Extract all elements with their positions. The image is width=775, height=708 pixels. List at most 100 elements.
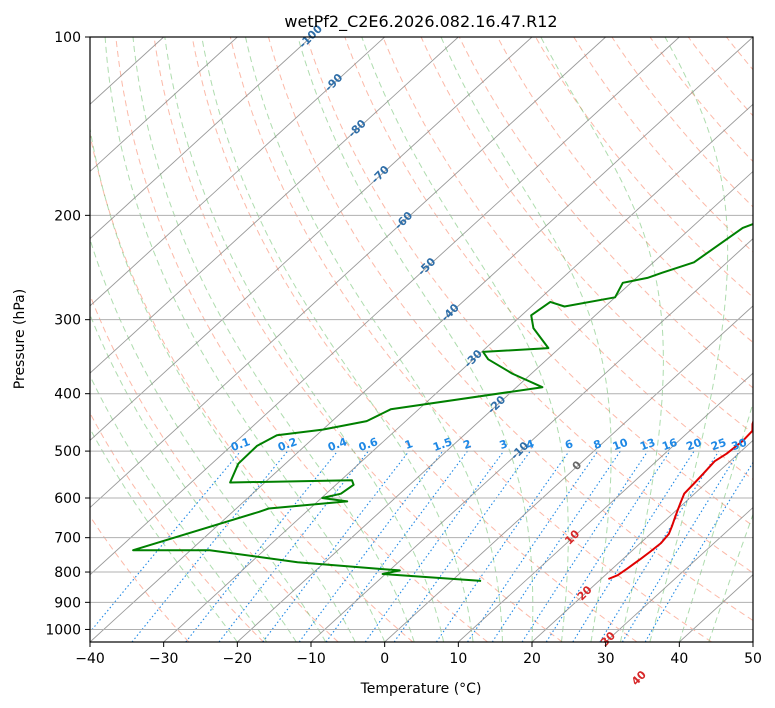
x-tick-label: −30 <box>149 651 179 667</box>
y-tick-label: 900 <box>54 595 81 611</box>
y-tick-label: 400 <box>54 387 81 403</box>
isotherm-line <box>90 37 312 240</box>
isotherm-line <box>237 170 753 642</box>
dry-adiabat <box>458 37 753 389</box>
moist-adiabat <box>540 37 664 642</box>
mixing-ratio-label: 6 <box>563 437 575 452</box>
mixing-ratio-label: 20 <box>685 436 704 454</box>
y-tick-label: 600 <box>54 491 81 507</box>
dry-adiabat <box>649 37 753 163</box>
moist-adiabat <box>90 313 297 642</box>
y-tick-label: 500 <box>54 444 81 460</box>
isotherm-line <box>90 37 385 307</box>
x-tick-label: 20 <box>523 651 541 667</box>
dewpoint-profile-line <box>132 222 753 582</box>
mixing-ratio-line <box>521 450 649 642</box>
isotherm-line <box>90 37 238 173</box>
mixing-ratio-label: 0.2 <box>276 435 299 454</box>
dry-adiabat <box>268 37 753 622</box>
isotherm-line <box>90 37 533 441</box>
moist-adiabat <box>297 37 534 642</box>
isotherm-line <box>90 37 459 374</box>
x-tick-label: −20 <box>223 651 253 667</box>
moist-adiabat <box>90 374 268 642</box>
isotherm-line <box>163 103 753 642</box>
dry-adiabat <box>153 37 563 642</box>
moist-adiabat <box>90 237 327 642</box>
moist-adiabat <box>104 37 386 642</box>
x-tick-label: 30 <box>597 651 615 667</box>
temperature-profile-line <box>608 419 753 580</box>
mixing-ratio-label: 10 <box>611 436 630 454</box>
moist-adiabat <box>90 125 356 642</box>
mixing-ratio-label: 3 <box>498 437 510 452</box>
moist-adiabat <box>361 37 569 642</box>
y-tick-label: 100 <box>54 30 81 46</box>
mixing-ratio-line <box>262 450 410 642</box>
y-tick-label: 1000 <box>45 622 81 638</box>
dry-adiabat <box>765 37 775 642</box>
dry-adiabat <box>611 37 753 208</box>
y-tick-label: 700 <box>54 531 81 547</box>
mixing-ratio-line <box>90 450 242 633</box>
moist-adiabat <box>440 37 612 642</box>
mixing-ratio-label: 0.1 <box>229 435 252 454</box>
dry-adiabat <box>90 515 190 642</box>
dry-adiabat <box>420 37 753 435</box>
y-tick-label: 200 <box>54 208 81 224</box>
x-tick-label: −10 <box>296 651 326 667</box>
moist-adiabat <box>708 513 753 642</box>
y-axis-label: Pressure (hPa) <box>12 289 28 389</box>
isotherm-line <box>605 506 753 642</box>
moist-adiabat <box>678 401 753 642</box>
isotherm-line <box>384 305 753 642</box>
x-tick-label: 40 <box>670 651 688 667</box>
mixing-ratio-line <box>185 450 339 642</box>
mixing-ratio-label: 2 <box>462 437 474 452</box>
dry-adiabat <box>382 37 753 481</box>
moist-adiabat <box>90 427 238 642</box>
dry-adiabat <box>535 37 753 298</box>
isotherm-line <box>458 372 753 642</box>
x-tick-label: 50 <box>744 651 762 667</box>
isotherm-line <box>90 37 680 576</box>
dry-adiabat <box>191 37 638 642</box>
dry-adiabat <box>90 293 339 642</box>
mixing-ratio-label: 30 <box>730 436 749 454</box>
dry-adiabat <box>229 37 712 642</box>
isotherm-line <box>531 439 753 642</box>
y-tick-label: 300 <box>54 313 81 329</box>
mixing-ratio-label: 16 <box>660 436 679 454</box>
y-tick-label: 800 <box>54 565 81 581</box>
plot-frame <box>89 36 754 643</box>
mixing-ratio-label: 8 <box>592 437 604 452</box>
x-tick-label: 0 <box>380 651 389 667</box>
mixing-ratio-label: 1.5 <box>431 435 454 454</box>
isotherm-line <box>752 641 753 642</box>
mixing-ratio-line <box>298 450 444 642</box>
moist-adiabat <box>245 37 503 642</box>
x-tick-label: 10 <box>449 651 467 667</box>
mixing-ratio-label: 0.4 <box>326 435 349 454</box>
mixing-ratio-line <box>435 450 570 642</box>
mixing-ratio-label: 0.6 <box>357 435 380 454</box>
mixing-ratio-line <box>325 450 468 642</box>
isotherm-line <box>90 37 606 509</box>
dry-adiabat <box>306 37 753 574</box>
isotherm-label: 40 <box>629 668 649 688</box>
mixing-ratio-line <box>545 450 671 642</box>
mixing-ratio-line <box>467 450 599 642</box>
mixing-ratio-line <box>364 450 505 642</box>
isotherm-line <box>310 238 753 642</box>
x-tick-label: −40 <box>75 651 105 667</box>
mixing-ratio-line <box>572 450 695 642</box>
moist-adiabat <box>201 37 474 642</box>
moist-adiabat <box>164 37 445 642</box>
mixing-ratio-label: 1 <box>403 437 415 452</box>
mixing-ratio-label: 25 <box>709 436 728 453</box>
chart-title: wetPf2_C2E6.2026.082.16.47.R12 <box>284 12 557 32</box>
x-axis-label: Temperature (°C) <box>360 681 482 697</box>
isotherm-line <box>90 37 753 642</box>
mixing-ratio-line <box>621 450 740 642</box>
